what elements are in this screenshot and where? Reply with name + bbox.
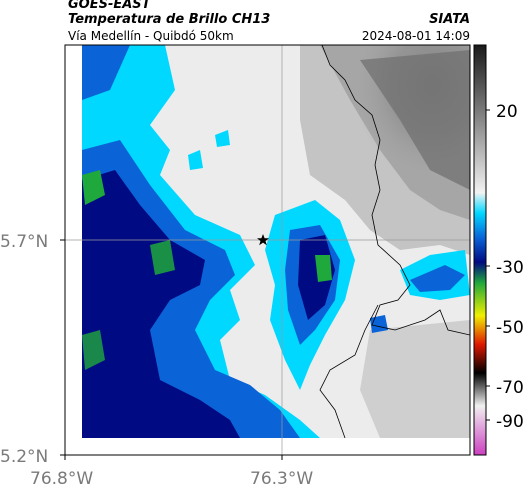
cold-cloud-tiny-cell-2	[188, 150, 203, 170]
colorbar-label-m30: -30	[496, 258, 524, 278]
star-icon	[257, 234, 269, 246]
region-subtitle: Vía Medellín - Quibdó 50km	[68, 29, 234, 43]
cold-cloud-north-blue	[82, 45, 130, 100]
cold-cloud-tiny-cell-1	[215, 130, 230, 147]
cold-cloud-green-3	[82, 330, 105, 370]
product-title: Temperatura de Brillo CH13	[68, 12, 271, 27]
image-datetime: 2024-08-01 14:09	[361, 29, 470, 43]
colorbar-label-m50: -50	[496, 318, 524, 338]
lat-label-5.2: 5.2°N	[0, 447, 48, 467]
organization-name: SIATA	[429, 12, 470, 27]
colorbar-label-m90: -90	[496, 412, 524, 432]
cold-cloud-central-green	[315, 255, 332, 282]
lat-label-5.7: 5.7°N	[0, 232, 48, 252]
colorbar: 20 -30 -50 -70 -90	[473, 44, 524, 456]
lon-label-76.8: 76.8°W	[30, 469, 93, 489]
warm-cloud-darkest	[360, 50, 470, 190]
satellite-name: GOES-EAST	[68, 0, 151, 12]
cold-cloud-east-blue	[410, 265, 465, 292]
plot-frame	[64, 44, 471, 456]
cold-cloud-green-1	[82, 170, 105, 205]
cold-cloud-navy	[82, 170, 240, 438]
colorbar-scale	[473, 44, 487, 456]
colorbar-label-m70: -70	[496, 378, 524, 398]
department-border-line	[319, 304, 379, 439]
colorbar-label-20: 20	[496, 102, 518, 122]
cold-cloud-green-2	[150, 240, 175, 275]
warm-cloud-south	[360, 320, 470, 438]
country-border-line	[321, 45, 470, 336]
lon-label-76.3: 76.3°W	[250, 469, 313, 489]
